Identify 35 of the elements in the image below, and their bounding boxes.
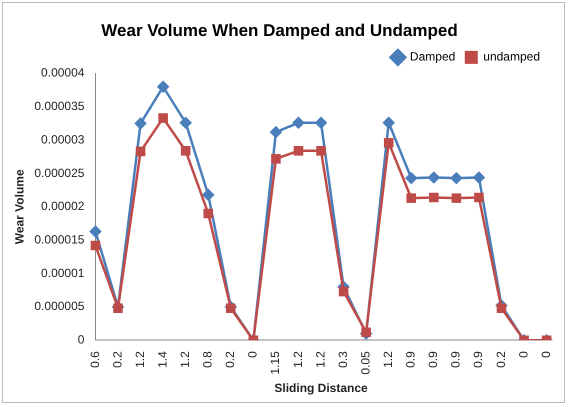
y-axis-title: Wear Volume: [12, 169, 27, 244]
x-tick-label: 1.2: [313, 350, 328, 368]
x-tick-label: 1.2: [290, 350, 305, 368]
x-tick-label: 0: [516, 350, 530, 358]
x-tick-label: 0: [246, 350, 260, 358]
x-tick-label: 1.2: [381, 350, 396, 368]
legend-label: Damped: [410, 50, 456, 64]
x-tick-label: 1.4: [155, 350, 170, 368]
x-tick-label: 0.2: [223, 350, 238, 368]
x-axis-title: Sliding Distance: [274, 381, 368, 396]
x-tick-label: 0.2: [494, 350, 508, 368]
y-tick-label: 0.000035: [34, 99, 85, 114]
y-tick-label: 0.000025: [34, 166, 85, 180]
x-tick-label: 1.15: [268, 350, 282, 375]
x-tick-label: 0.9: [426, 350, 440, 368]
x-tick-label: 0.9: [404, 350, 418, 368]
x-tick-label: 1.2: [132, 350, 147, 368]
x-tick-label: 0.6: [88, 350, 102, 368]
x-tick-label: 0.9: [471, 350, 486, 368]
y-tick-label: 0.00001: [41, 266, 85, 280]
x-tick-label: 0.9: [448, 350, 463, 368]
y-tick-label: 0.000015: [34, 232, 85, 246]
x-tick-label: 0.05: [358, 350, 372, 375]
y-tick-label: 0.00002: [41, 199, 85, 214]
x-tick-label: 0.2: [110, 350, 124, 368]
y-tick-label: 0.000005: [34, 299, 85, 314]
y-tick-label: 0.00003: [41, 132, 85, 146]
y-tick-label: 0: [78, 332, 85, 347]
legend-label: undamped: [483, 50, 540, 64]
x-tick-label: 0.3: [336, 350, 350, 368]
y-tick-label: 0.00004: [41, 66, 85, 80]
chart-title: Wear Volume When Damped and Undamped: [101, 20, 458, 40]
x-tick-label: 0: [538, 350, 553, 358]
x-tick-label: 0.8: [200, 350, 215, 368]
x-tick-label: 1.2: [178, 350, 192, 368]
